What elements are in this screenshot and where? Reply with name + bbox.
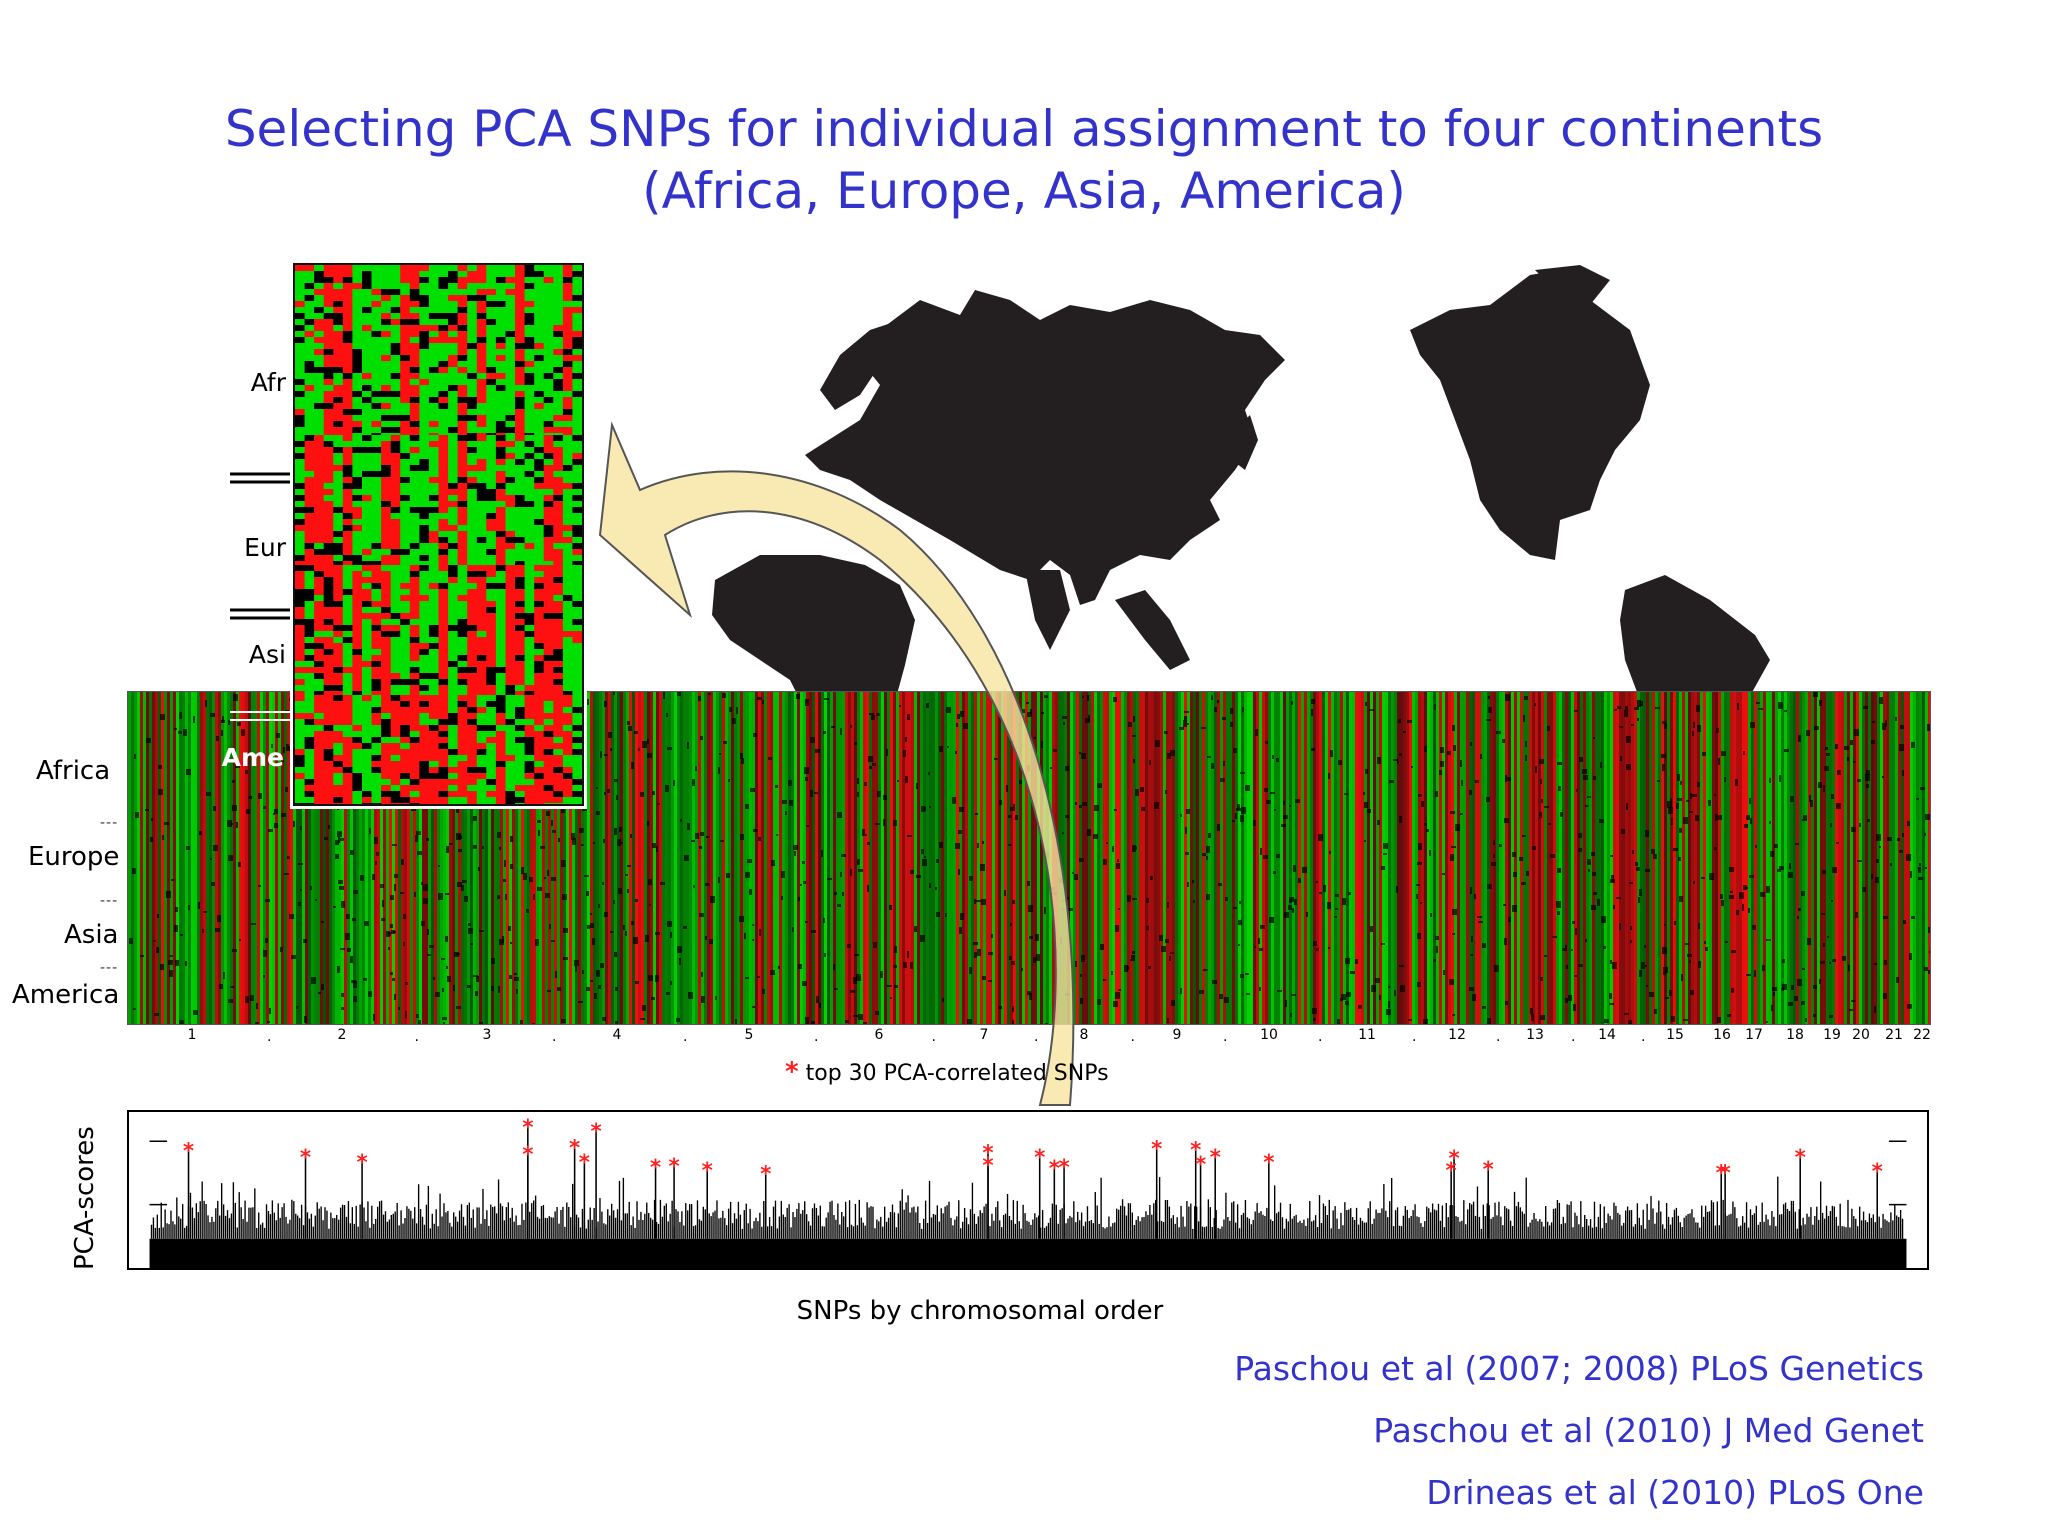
chromosome-tick-dot: . [1034, 1029, 1039, 1045]
chromosome-tick-label: 19 [1823, 1027, 1841, 1043]
pca-star-marker: * [1448, 1147, 1459, 1172]
inset-separators [230, 472, 290, 721]
pca-star-marker: * [1195, 1152, 1206, 1177]
chromosome-tick-label: 5 [744, 1027, 754, 1043]
chromosome-tick-label: 4 [612, 1027, 622, 1043]
chromosome-tick-label: 7 [979, 1027, 989, 1043]
chromosome-tick-label: 9 [1172, 1027, 1182, 1043]
pca-star-marker: * [1263, 1151, 1274, 1176]
pca-star-marker: * [183, 1139, 194, 1164]
reference-1: Paschou et al (2007; 2008) PLoS Genetics [1234, 1349, 1924, 1388]
chromosome-tick-label: 15 [1666, 1027, 1684, 1043]
pca-star-marker: * [356, 1151, 367, 1176]
pca-ylabel: PCA-scores [70, 1126, 100, 1270]
chromosome-tick-dot: . [1130, 1029, 1135, 1045]
row-label-asia: Asia [64, 920, 119, 950]
pca-star-marker: * [1210, 1146, 1221, 1171]
pca-star-marker: * [668, 1154, 679, 1179]
pca-star-marker: * [590, 1119, 601, 1144]
pca-star-marker: * [579, 1151, 590, 1176]
row-separator: --- [100, 893, 119, 909]
chromosome-tick-label: 16 [1713, 1027, 1731, 1043]
pca-star-marker: * [569, 1136, 580, 1161]
chromosome-tick-dot: . [1318, 1029, 1323, 1045]
chromosome-tick-label: 22 [1913, 1027, 1931, 1043]
pca-star-marker: * [1720, 1161, 1731, 1186]
chromosome-tick-label: 17 [1745, 1027, 1763, 1043]
pca-star-marker: * [1058, 1155, 1069, 1180]
pca-star-marker: * [522, 1143, 533, 1168]
inset-label-ame: Ame [221, 743, 284, 772]
map-southeast-asia [1115, 590, 1190, 670]
pca-xlabel: SNPs by chromosomal order [796, 1296, 1164, 1326]
chromosome-tick-label: 3 [482, 1027, 492, 1043]
map-japan [1232, 415, 1258, 470]
pca-star-marker: * [1483, 1157, 1494, 1182]
pca-star-marker: * [1872, 1159, 1883, 1184]
pca-star-marker: * [1795, 1146, 1806, 1171]
chromosome-tick-dot: . [1223, 1029, 1228, 1045]
legend: * top 30 PCA-correlated SNPs [785, 1057, 1109, 1087]
legend-star-icon: * [785, 1057, 799, 1087]
chromosome-tick-dot: . [267, 1029, 272, 1045]
chromosome-tick-dot: . [1412, 1029, 1417, 1045]
pca-star-marker: * [1190, 1138, 1201, 1163]
chromosome-tick-label: 8 [1079, 1027, 1089, 1043]
chromosome-tick-label: 1 [187, 1027, 197, 1043]
pca-star-marker: * [1049, 1156, 1060, 1181]
slide-title-line2: (Africa, Europe, Asia, America) [642, 162, 1406, 220]
map-india [1025, 570, 1070, 650]
map-north-america [1410, 270, 1650, 560]
chromosome-tick-label: 12 [1448, 1027, 1466, 1043]
pca-star-marker: * [650, 1155, 661, 1180]
chromosome-tick-dot: . [814, 1029, 819, 1045]
pca-star-marker: * [702, 1158, 713, 1183]
reference-3: Drineas et al (2010) PLoS One [1426, 1473, 1924, 1512]
pca-star-marker: * [300, 1146, 311, 1171]
chromosome-tick-label: 10 [1260, 1027, 1278, 1043]
row-label-africa: Africa [36, 756, 111, 786]
chromosome-tick-label: 21 [1885, 1027, 1903, 1043]
chromosome-tick-dot: . [1641, 1029, 1646, 1045]
row-separator: --- [100, 815, 119, 831]
chromosome-tick-dot: . [931, 1029, 936, 1045]
inset-heatmap [293, 263, 584, 806]
pca-star-marker: * [982, 1141, 993, 1166]
slide-title-line1: Selecting PCA SNPs for individual assign… [224, 100, 1824, 158]
chromosome-tick-label: 2 [337, 1027, 347, 1043]
map-greenland [1535, 265, 1610, 305]
chromosome-tick-label: 13 [1526, 1027, 1544, 1043]
inset-label-afr: Afr [250, 368, 286, 397]
pca-star-marker: * [1446, 1158, 1457, 1183]
row-label-america: America [12, 980, 120, 1010]
pca-star-marker: * [1034, 1146, 1045, 1171]
chromosome-tick-dot: . [414, 1029, 419, 1045]
reference-2: Paschou et al (2010) J Med Genet [1373, 1411, 1924, 1450]
chromosome-tick-label: 11 [1358, 1027, 1376, 1043]
chromosome-tick-dot: . [552, 1029, 557, 1045]
row-label-europe: Europe [28, 842, 120, 872]
pca-star-marker: * [982, 1153, 993, 1178]
row-separator: --- [100, 960, 119, 976]
chromosome-tick-dot: . [1571, 1029, 1576, 1045]
inset-label-asi: Asi [248, 640, 286, 669]
chromosome-tick-dot: . [1496, 1029, 1501, 1045]
chromosome-tick-label: 20 [1852, 1027, 1870, 1043]
legend-text: top 30 PCA-correlated SNPs [805, 1061, 1109, 1086]
chromosome-tick-label: 6 [874, 1027, 884, 1043]
pca-star-marker: * [522, 1115, 533, 1140]
pca-star-marker: * [1151, 1137, 1162, 1162]
map-europe-north [820, 320, 905, 410]
inset-label-eur: Eur [244, 533, 286, 562]
pca-star-marker: * [760, 1162, 771, 1187]
chromosome-axis: 1. 2. 3. 4. 5. 6. 7. 8. 9. 10. 11. 12. 13. 14. 15 16 17 1… [127, 1023, 1931, 1053]
chromosome-tick-label: 18 [1786, 1027, 1804, 1043]
chromosome-tick-dot: . [683, 1029, 688, 1045]
chromosome-tick-label: 14 [1598, 1027, 1616, 1043]
pca-scores-plot: * * *** **** * * *** * *** ** * * ** * **** [127, 1110, 1929, 1270]
pca-star-marker: * [1716, 1161, 1727, 1186]
